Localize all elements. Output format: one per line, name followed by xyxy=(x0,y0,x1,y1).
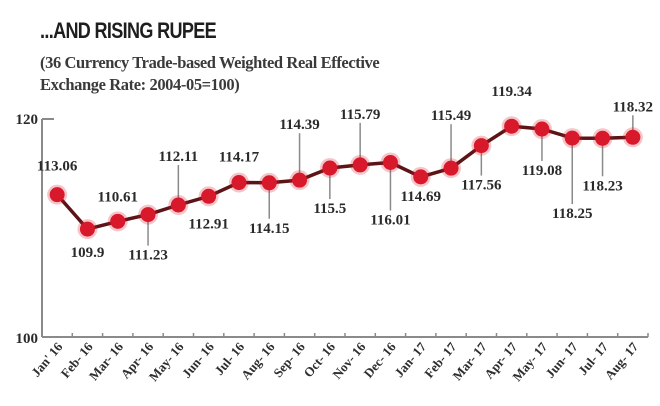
data-label: 115.5 xyxy=(313,201,346,217)
subtitle-line-2: Exchange Rate: 2004-05=100) xyxy=(40,75,240,94)
chart-title: ...AND RISING RUPEE xyxy=(40,18,217,43)
y-tick-label-120: 120 xyxy=(16,112,39,128)
data-label: 118.25 xyxy=(552,206,592,222)
x-tick-label: Dec- 16 xyxy=(361,339,399,381)
x-tick-label: Sep- 16 xyxy=(270,339,308,380)
data-label: 118.23 xyxy=(582,178,622,194)
data-point xyxy=(443,160,459,176)
data-labels: 113.06 109.9 110.61 111.23 112.11 112.91 114.1… xyxy=(37,84,653,263)
data-label: 116.01 xyxy=(370,212,410,228)
data-label: 114.17 xyxy=(219,150,260,166)
subtitle-line-1: (36 Currency Trade-based Weighted Real E… xyxy=(40,53,380,72)
data-label: 112.11 xyxy=(159,149,199,165)
x-tick-label: Nov- 16 xyxy=(329,339,368,382)
data-point xyxy=(140,207,156,223)
data-label: 114.69 xyxy=(401,189,441,205)
data-point xyxy=(170,197,186,213)
data-label: 111.23 xyxy=(128,248,168,264)
data-label: 119.34 xyxy=(491,84,532,100)
data-label: 112.91 xyxy=(188,216,228,232)
data-label: 115.49 xyxy=(431,108,471,124)
data-point xyxy=(292,172,308,188)
data-point xyxy=(595,130,611,146)
data-point xyxy=(201,188,217,204)
data-point xyxy=(110,213,126,229)
data-point xyxy=(413,169,429,185)
data-label: 113.06 xyxy=(37,159,78,175)
data-point xyxy=(261,175,277,191)
x-tick-label: Mar- 17 xyxy=(449,339,490,383)
data-point xyxy=(564,130,580,146)
x-tick-label: Jun- 16 xyxy=(179,339,218,381)
y-tick-label-100: 100 xyxy=(16,331,39,347)
data-point xyxy=(322,160,338,176)
data-point xyxy=(79,221,95,237)
data-label: 114.39 xyxy=(279,117,319,133)
x-tick-label: Aug- 16 xyxy=(238,339,278,382)
data-point xyxy=(231,175,247,191)
data-label: 109.9 xyxy=(71,245,105,261)
x-tick-label: Aug- 17 xyxy=(602,339,642,382)
data-label: 118.32 xyxy=(613,99,653,115)
data-label: 114.15 xyxy=(249,221,289,237)
markers xyxy=(47,116,643,240)
data-point xyxy=(504,118,520,134)
x-tick-label: Mar- 16 xyxy=(86,339,127,383)
data-point xyxy=(49,187,65,203)
chart-subtitle: (36 Currency Trade-based Weighted Real E… xyxy=(40,52,380,96)
data-label: 117.56 xyxy=(461,178,502,194)
data-point xyxy=(625,129,641,145)
data-label: 119.08 xyxy=(522,163,562,179)
axes: 100 120 xyxy=(16,112,649,347)
data-point xyxy=(534,121,550,137)
data-label: 115.79 xyxy=(340,107,380,123)
data-point xyxy=(382,154,398,170)
x-tick-label: Jun- 17 xyxy=(542,339,581,381)
data-point xyxy=(352,157,368,173)
data-point xyxy=(473,138,489,154)
data-label: 110.61 xyxy=(98,189,138,205)
